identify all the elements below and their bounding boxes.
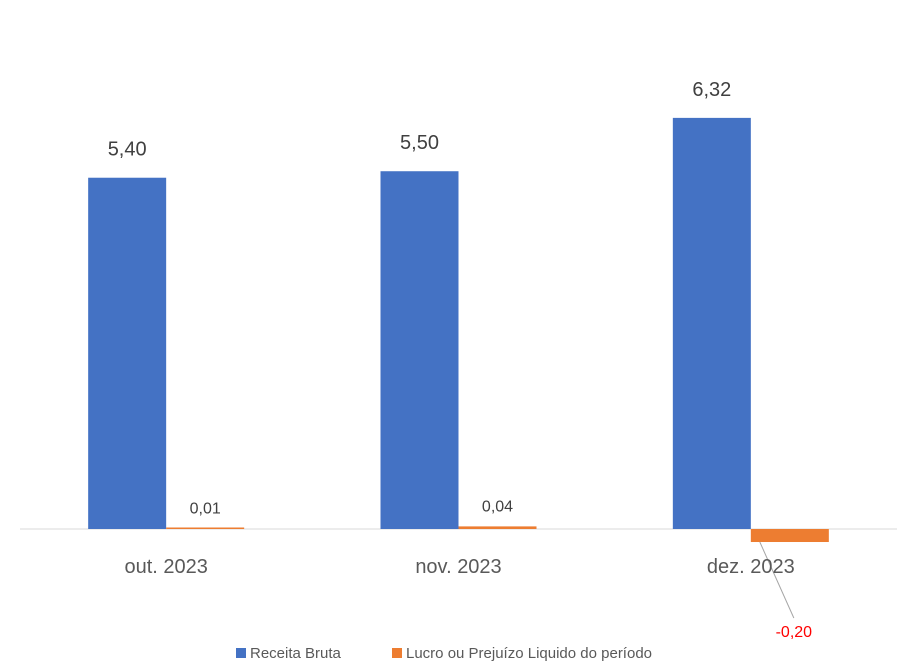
x-tick-label-nov-2023: nov. 2023: [415, 556, 501, 578]
legend-label-receita-bruta: Receita Bruta: [250, 645, 342, 662]
data-label-lucro-ou-preju-zo-liquido-do-per-odo-dez-2023: -0,20: [776, 624, 813, 641]
data-label-receita-bruta-out-2023: 5,40: [108, 139, 147, 161]
legend-swatch-receita-bruta: [236, 648, 246, 658]
bar-lucro-ou-preju-zo-liquido-do-per-odo-out-2023: [166, 527, 245, 529]
bar-receita-bruta-dez-2023: [672, 117, 751, 529]
bar-receita-bruta-out-2023: [88, 177, 167, 530]
bar-lucro-ou-preju-zo-liquido-do-per-odo-dez-2023: [750, 529, 829, 543]
bar-receita-bruta-nov-2023: [380, 171, 459, 529]
legend-swatch-lucro-ou-preju-zo-liquido-do-per-odo: [392, 648, 402, 658]
legend-label-lucro-ou-preju-zo-liquido-do-per-odo: Lucro ou Prejuízo Liquido do período: [406, 645, 652, 662]
bar-lucro-ou-preju-zo-liquido-do-per-odo-nov-2023: [458, 526, 537, 529]
data-label-lucro-ou-preju-zo-liquido-do-per-odo-out-2023: 0,01: [190, 500, 221, 517]
data-label-lucro-ou-preju-zo-liquido-do-per-odo-nov-2023: 0,04: [482, 498, 513, 515]
data-label-receita-bruta-dez-2023: 6,32: [692, 79, 731, 101]
leader-line-lucro-ou-preju-zo-liquido-do-per-odo-dez-2023: [759, 541, 795, 619]
x-tick-label-out-2023: out. 2023: [124, 556, 207, 578]
x-tick-label-dez-2023: dez. 2023: [707, 556, 795, 578]
data-label-receita-bruta-nov-2023: 5,50: [400, 132, 439, 154]
